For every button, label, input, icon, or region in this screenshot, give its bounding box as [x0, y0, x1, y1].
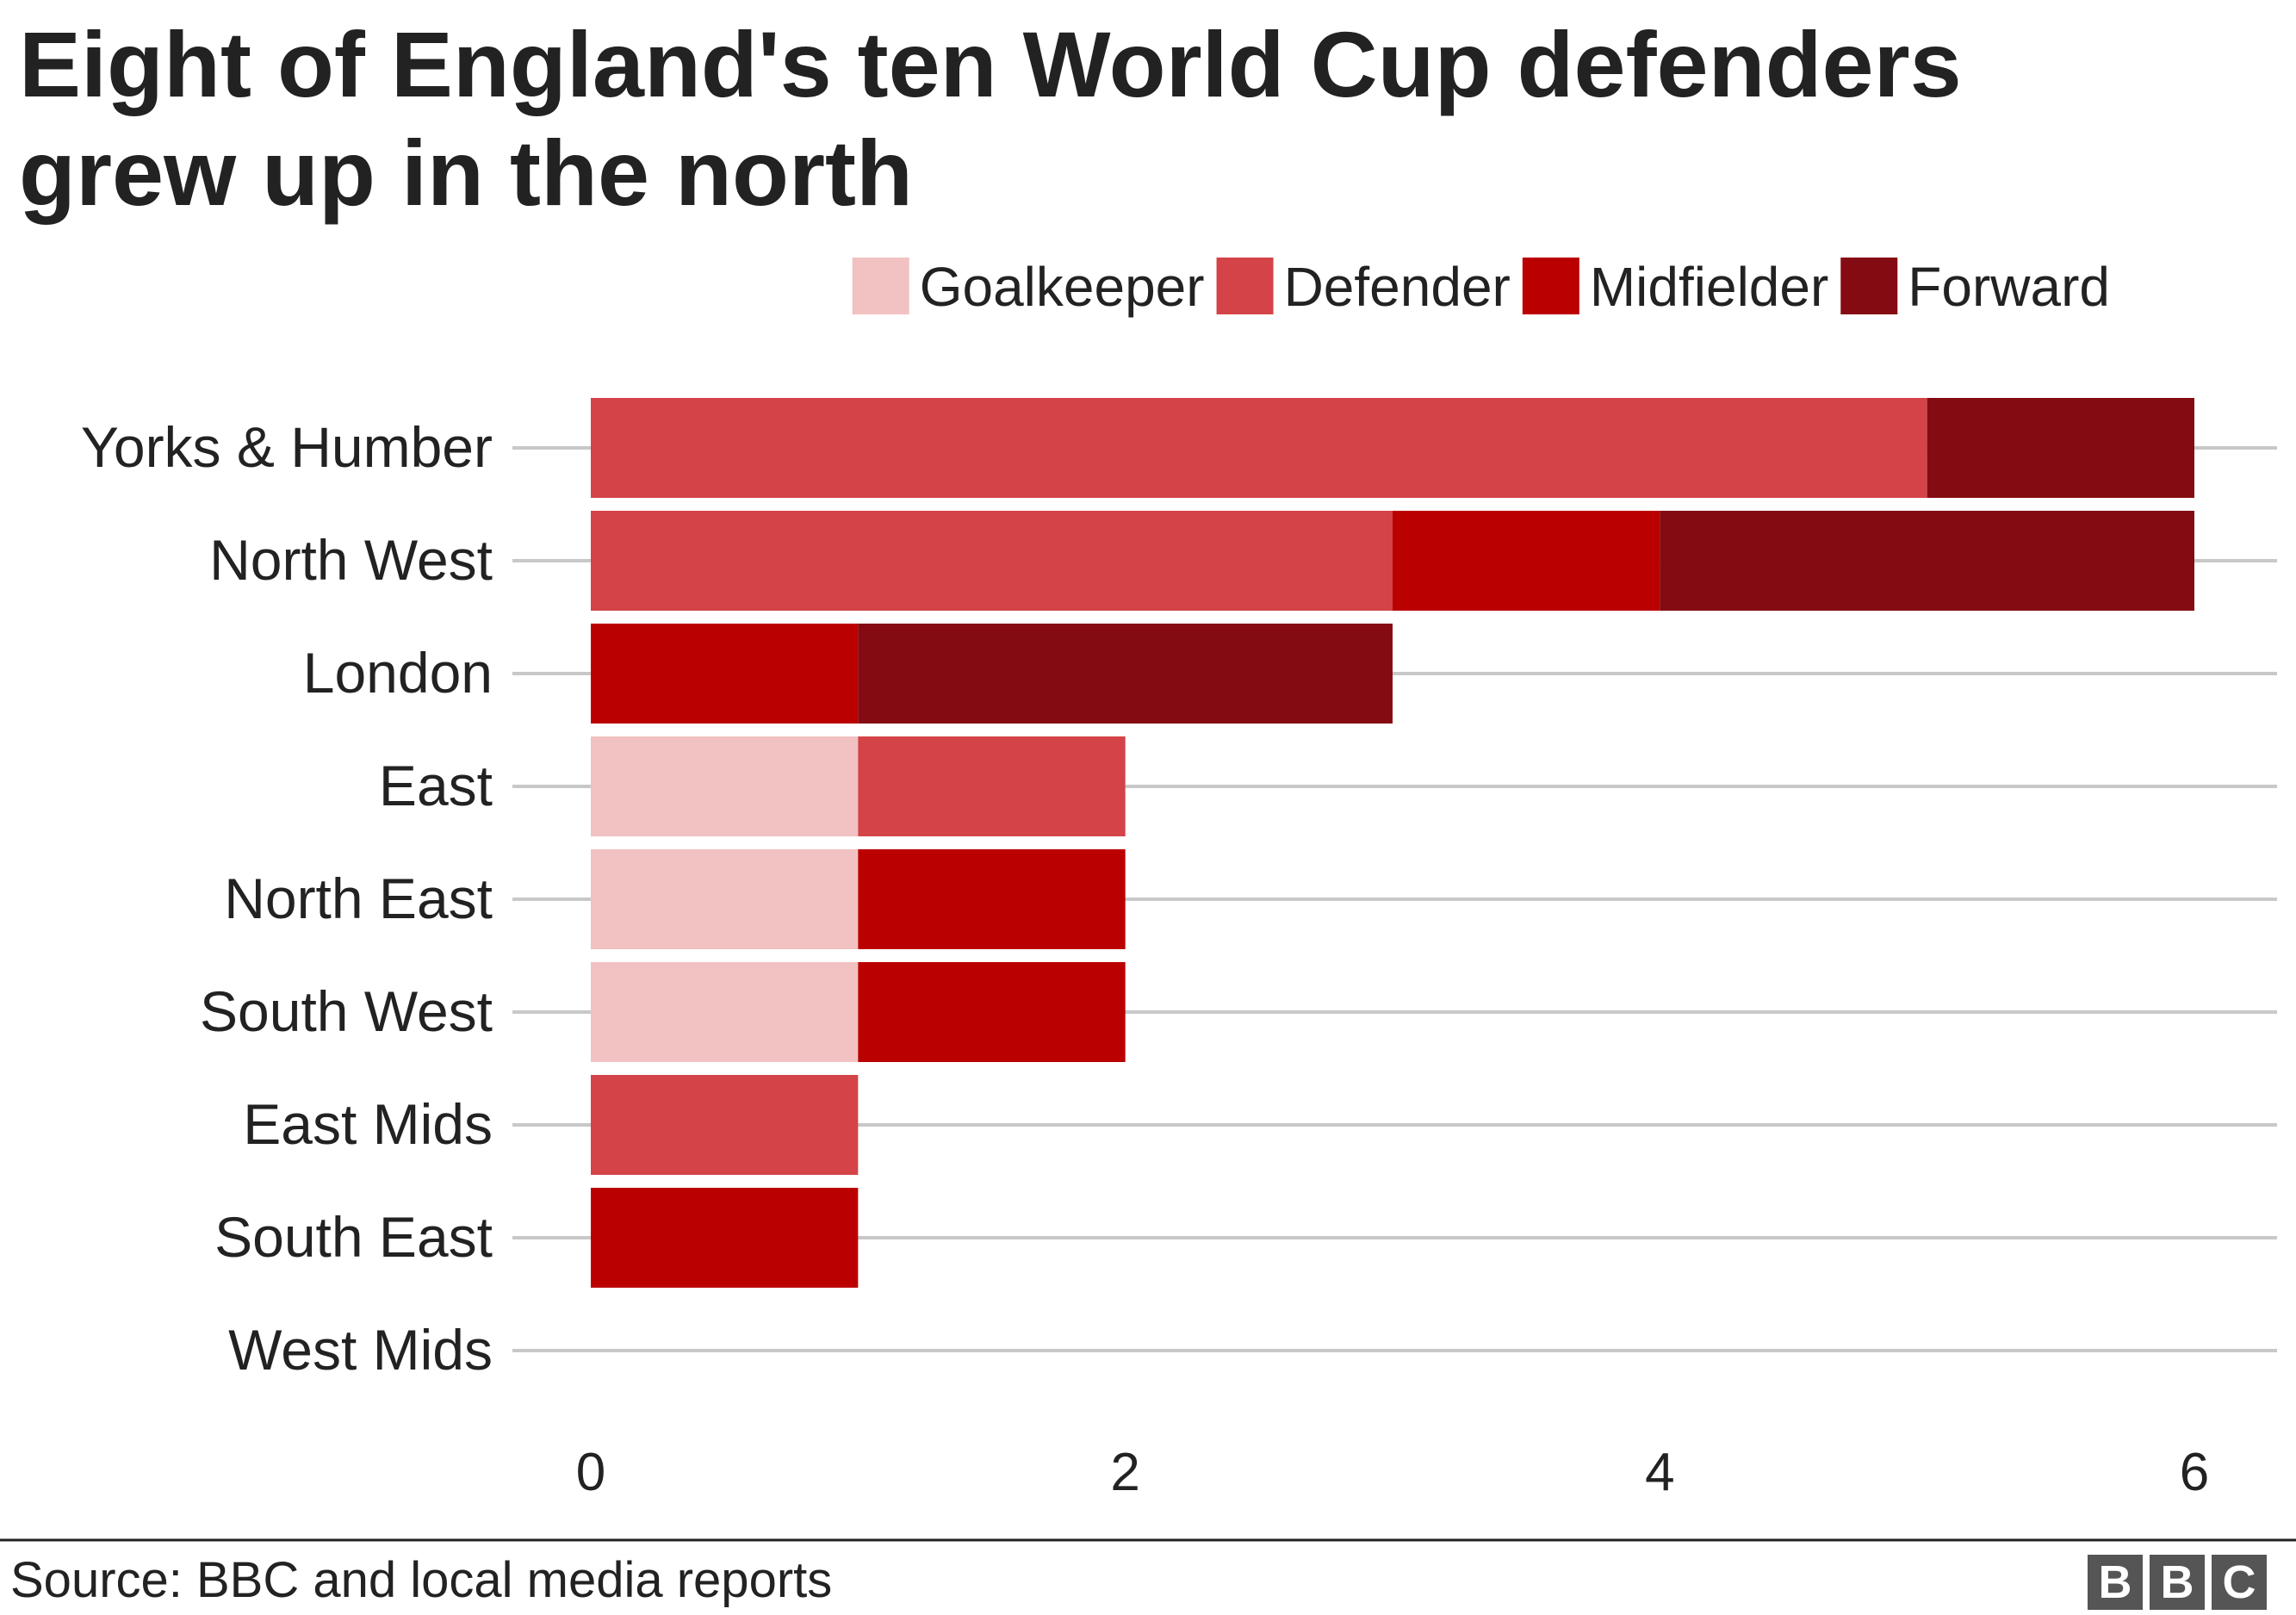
bar-segment [591, 962, 859, 1062]
bar-segment [591, 849, 859, 949]
x-tick-label: 2 [1110, 1443, 1139, 1502]
bar-segment [858, 736, 1126, 836]
category-label: East [379, 754, 493, 817]
category-label: Yorks & Humber [81, 415, 493, 479]
bar-segment [858, 624, 1393, 724]
legend-label: Defender [1284, 256, 1511, 318]
bar-segment [591, 1188, 859, 1288]
category-label: East Mids [243, 1092, 493, 1156]
logo-letter: B [2150, 1555, 2205, 1610]
category-labels: Yorks & Humber North West London East North … [81, 415, 493, 1382]
bar-segment [1393, 511, 1660, 611]
legend-swatch [852, 258, 909, 314]
bar-segment [858, 849, 1126, 949]
x-tick-label: 4 [1645, 1443, 1674, 1502]
x-axis-ticks: 0 2 4 6 [576, 1443, 2209, 1502]
source-note: Source: BBC and local media reports [10, 1552, 833, 1608]
bar-segment [591, 511, 1393, 611]
bar-segment [858, 962, 1126, 1062]
x-tick-label: 0 [576, 1443, 605, 1502]
category-label: North East [224, 867, 493, 930]
chart-title-line-2: grew up in the north [19, 121, 913, 225]
legend-label: Goalkeeper [920, 256, 1205, 318]
category-label: South East [214, 1205, 493, 1269]
legend-label: Midfielder [1590, 256, 1828, 318]
logo-letter: B [2088, 1555, 2143, 1610]
stacked-bar-chart: Goalkeeper Defender Midfielder Forward York… [0, 256, 2296, 1542]
bar-segment [591, 398, 1927, 498]
logo-letter: C [2212, 1555, 2267, 1610]
legend-swatch [1840, 258, 1898, 314]
bar-segment [591, 1075, 859, 1175]
category-label: West Mids [228, 1318, 493, 1382]
bar-segment [1660, 511, 2194, 611]
legend-label: Forward [1908, 256, 2110, 318]
chart-title-line-1: Eight of England's ten World Cup defende… [19, 12, 1962, 116]
bar-segment [591, 624, 859, 724]
chart-title: Eight of England's ten World Cup defende… [19, 10, 2275, 227]
category-label: South West [200, 979, 493, 1043]
legend-swatch [1522, 258, 1579, 314]
x-tick-label: 6 [2180, 1443, 2209, 1502]
category-label: North West [209, 528, 493, 592]
bar-segment [591, 736, 859, 836]
bbc-logo: B B C [2088, 1555, 2267, 1610]
legend-swatch [1216, 258, 1274, 314]
category-label: London [303, 641, 493, 705]
bar-segment [1927, 398, 2194, 498]
bars [591, 398, 2194, 1288]
legend: Goalkeeper Defender Midfielder Forward [852, 256, 2110, 318]
